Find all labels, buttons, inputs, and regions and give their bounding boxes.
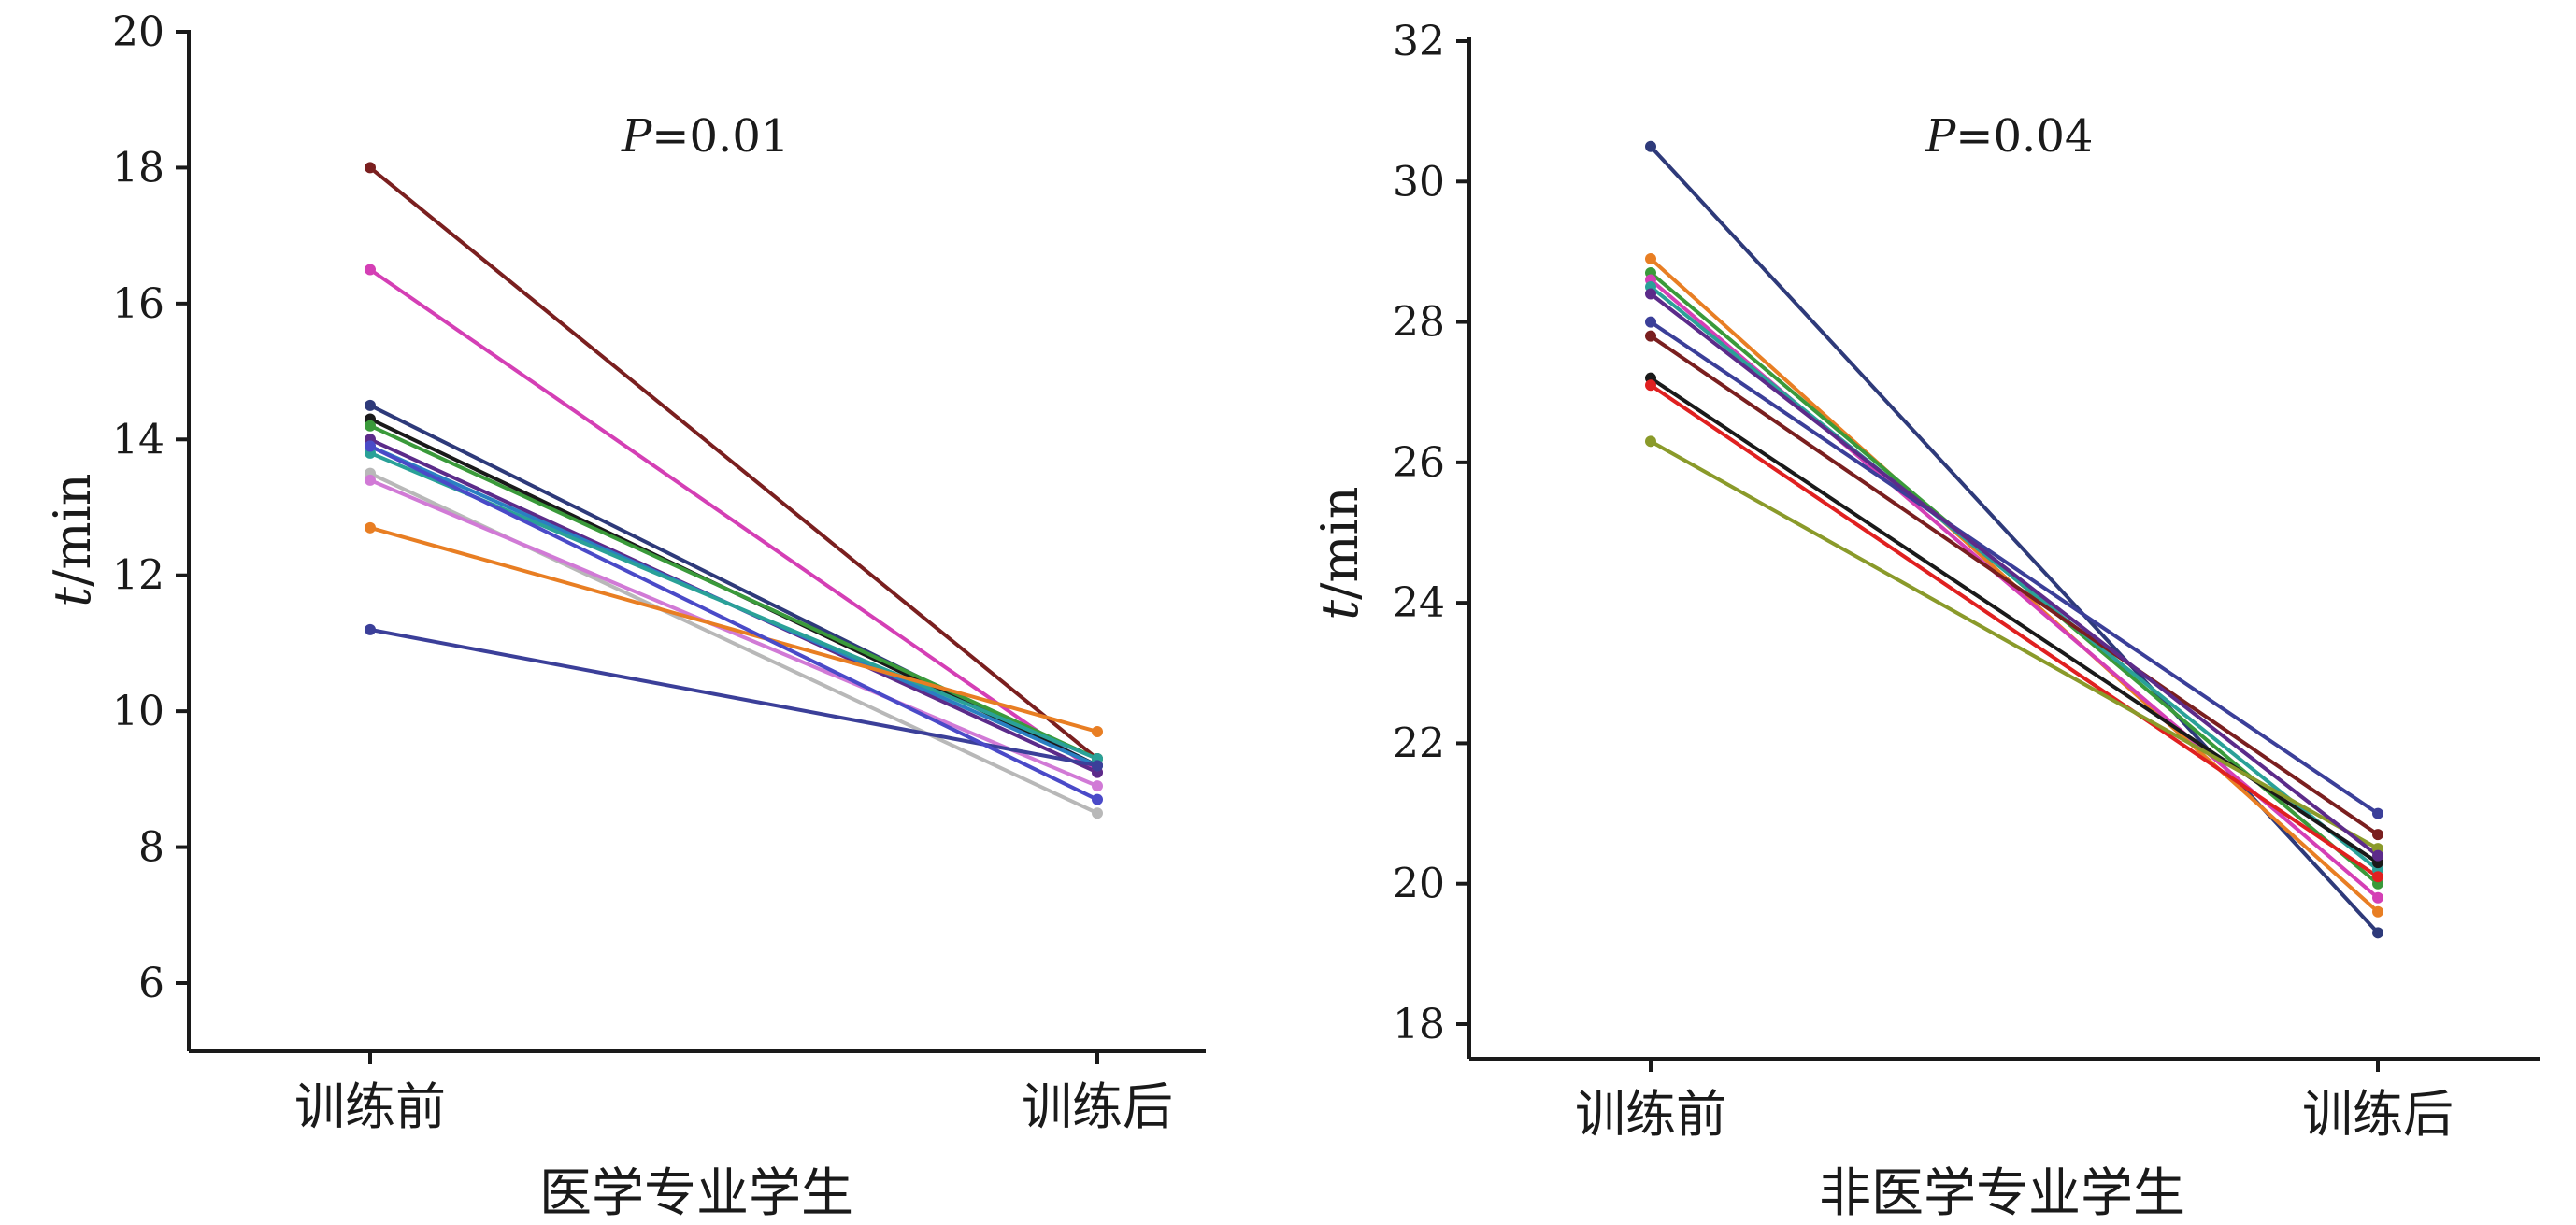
data-point <box>1645 379 1656 392</box>
y-axis-title: t/min <box>43 473 102 606</box>
data-point <box>2372 807 2383 819</box>
series-line <box>1649 285 2380 872</box>
y-tick-label: 22 <box>1393 719 1445 767</box>
y-tick-label: 26 <box>1393 439 1445 487</box>
series-line <box>1649 320 2380 816</box>
data-point <box>1645 288 1656 300</box>
data-point <box>2372 849 2383 862</box>
x-axis-title: 非医学专业学生 <box>1819 1163 2185 1224</box>
y-tick-label: 30 <box>1393 158 1445 206</box>
series-line <box>1649 292 2380 858</box>
series-line <box>368 444 1099 802</box>
y-tick-label: 18 <box>1393 1001 1445 1048</box>
data-point <box>1645 252 1656 264</box>
series-line <box>1649 383 2380 879</box>
data-point <box>2372 927 2383 939</box>
series-line <box>1649 334 2380 837</box>
y-tick-label: 18 <box>112 144 165 192</box>
x-category-label: 训练前 <box>294 1077 446 1136</box>
chart-right: 18 20 22 24 26 28 30 32 训练前 训练后 P=0.04 t/min 非医学… <box>1310 18 2540 1224</box>
x-category-label: 训练后 <box>2302 1085 2454 1144</box>
y-tick-label: 16 <box>112 280 165 328</box>
x-category-label: 训练前 <box>1575 1085 1726 1144</box>
data-point <box>365 521 376 534</box>
p-value-annotation: P=0.01 <box>621 110 789 163</box>
data-point <box>1645 435 1656 448</box>
y-ticks: 18 20 22 24 26 28 30 32 <box>1393 18 1469 1048</box>
series-lines <box>1649 144 2380 935</box>
series-line <box>368 477 1099 789</box>
data-point <box>365 474 376 486</box>
y-tick-label: 32 <box>1393 18 1445 65</box>
series-points <box>1645 140 2383 939</box>
y-ticks: 6 8 10 12 14 16 18 20 <box>112 8 189 1007</box>
series-line <box>1649 439 2380 851</box>
y-tick-label: 8 <box>138 824 165 872</box>
p-value-annotation: P=0.04 <box>1925 110 2093 163</box>
x-ticks: 训练前 训练后 <box>294 1051 1173 1136</box>
data-point <box>365 399 376 411</box>
chart-left: 6 8 10 12 14 16 18 20 训练前 训练后 P=0.01 t/min 医学专业学… <box>43 8 1206 1224</box>
x-axis-title: 医学专业学生 <box>539 1163 853 1224</box>
data-point <box>1092 760 1103 772</box>
data-point <box>1645 140 1656 152</box>
data-point <box>2372 871 2383 883</box>
y-tick-label: 10 <box>112 688 165 735</box>
data-point <box>365 623 376 635</box>
y-tick-label: 28 <box>1393 299 1445 347</box>
data-point <box>1092 793 1103 805</box>
y-tick-label: 12 <box>112 552 165 600</box>
y-tick-label: 20 <box>1393 861 1445 908</box>
series-line <box>368 267 1099 775</box>
series-line <box>1649 376 2380 865</box>
series-line <box>368 627 1099 768</box>
data-point <box>1645 330 1656 342</box>
data-point <box>1092 725 1103 737</box>
data-point <box>1092 780 1103 792</box>
data-point <box>365 440 376 452</box>
data-point <box>1645 316 1656 328</box>
x-category-label: 训练后 <box>1022 1077 1173 1136</box>
series-line <box>368 423 1099 762</box>
data-point <box>2372 905 2383 918</box>
y-tick-label: 14 <box>112 416 165 463</box>
series-line <box>368 165 1099 762</box>
y-tick-label: 6 <box>138 960 165 1007</box>
y-tick-label: 20 <box>112 8 165 56</box>
data-point <box>365 420 376 432</box>
data-point <box>365 162 376 174</box>
y-tick-label: 24 <box>1393 579 1445 627</box>
series-line <box>368 525 1099 734</box>
series-line <box>368 403 1099 768</box>
data-point <box>365 264 376 276</box>
data-point <box>2372 829 2383 841</box>
x-ticks: 训练前 训练后 <box>1575 1059 2454 1144</box>
series-points <box>365 162 1103 819</box>
data-point <box>1092 807 1103 819</box>
y-axis-title: t/min <box>1310 486 1369 620</box>
series-lines <box>368 165 1099 816</box>
data-point <box>2372 891 2383 904</box>
